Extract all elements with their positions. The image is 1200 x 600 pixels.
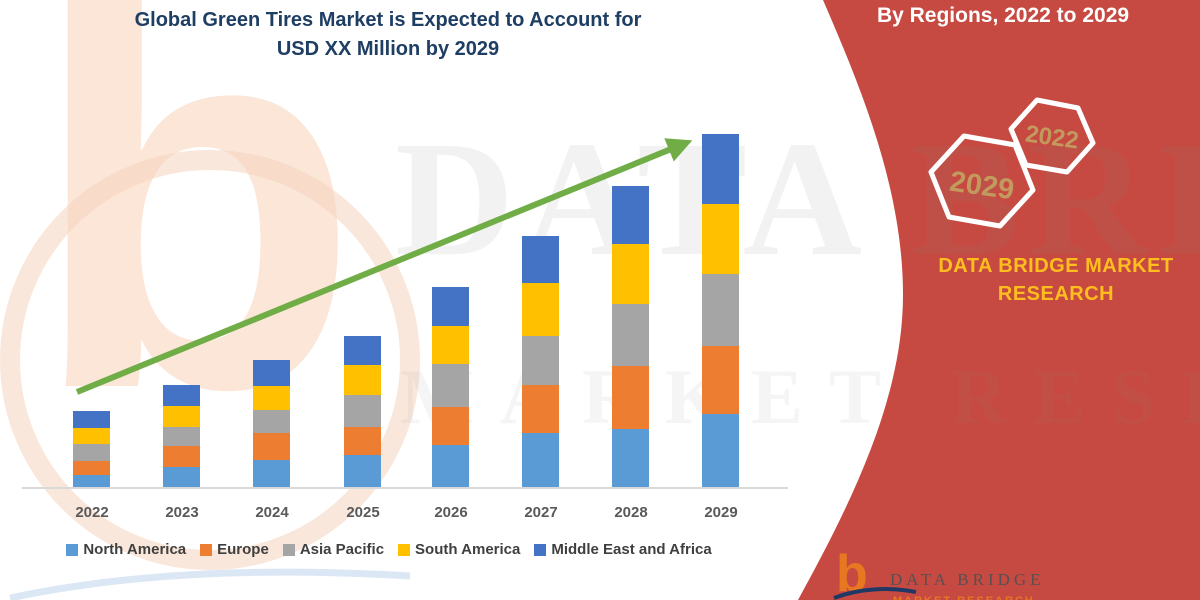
bar-2028 xyxy=(612,186,649,487)
bar-2026-segment-asia-pacific xyxy=(432,364,469,407)
bar-2026-segment-middle-east-and-africa xyxy=(432,287,469,326)
side-panel-heading: By Regions, 2022 to 2029 xyxy=(876,4,1130,27)
x-axis-label-2028: 2028 xyxy=(614,504,648,521)
bar-2027-segment-middle-east-and-africa xyxy=(522,236,559,283)
bar-2029-segment-asia-pacific xyxy=(702,274,739,346)
bar-2027-segment-asia-pacific xyxy=(522,336,559,385)
hexagon-2022-label: 2022 xyxy=(1024,120,1081,154)
bar-2028-segment-north-america xyxy=(612,429,649,487)
legend-label: Middle East and Africa xyxy=(551,541,712,558)
chart-title: Global Green Tires Market is Expected to… xyxy=(38,6,738,64)
bar-2029-segment-europe xyxy=(702,346,739,414)
bar-2026-segment-south-america xyxy=(432,326,469,364)
bar-2026 xyxy=(432,287,469,487)
hexagon-2022-outline xyxy=(1008,97,1096,175)
bar-2029 xyxy=(702,134,739,487)
x-axis-label-2026: 2026 xyxy=(434,504,468,521)
bar-2026-segment-europe xyxy=(432,407,469,445)
footer-logo-tagline: MARKET RESEARCH xyxy=(893,595,1035,600)
chart-title-line1: Global Green Tires Market is Expected to… xyxy=(134,9,642,31)
bar-2029-segment-middle-east-and-africa xyxy=(702,134,739,204)
footer-logo-swoosh-icon xyxy=(833,587,917,600)
bar-2028-segment-middle-east-and-africa xyxy=(612,186,649,244)
bar-2028-segment-south-america xyxy=(612,244,649,304)
chart-title-line2: USD XX Million by 2029 xyxy=(276,38,500,60)
brand-text-line1: DATA BRIDGE MARKET xyxy=(938,255,1174,277)
hexagon-2029-label: 2029 xyxy=(948,166,1016,207)
x-axis-label-2029: 2029 xyxy=(704,504,738,521)
bar-2027-segment-north-america xyxy=(522,433,559,487)
footer-logo-name: DATA BRIDGE xyxy=(890,570,1045,589)
bar-2029-segment-south-america xyxy=(702,204,739,274)
legend-item-middle-east-and-africa: Middle East and Africa xyxy=(534,541,712,558)
brand-text-line2: RESEARCH xyxy=(997,283,1115,305)
legend-swatch-icon xyxy=(534,543,547,556)
side-panel-brand-text: DATA BRIDGE MARKET RESEARCH xyxy=(906,252,1200,308)
legend-label: South America xyxy=(415,541,521,558)
bar-2027-segment-europe xyxy=(522,385,559,433)
bar-2027-segment-south-america xyxy=(522,283,559,336)
bar-2029-segment-north-america xyxy=(702,414,739,487)
x-axis-label-2027: 2027 xyxy=(524,504,558,521)
red-panel-shape xyxy=(798,0,1200,600)
bar-2028-segment-asia-pacific xyxy=(612,304,649,366)
bar-2027 xyxy=(522,236,559,487)
bar-2028-segment-europe xyxy=(612,366,649,429)
bar-2026-segment-north-america xyxy=(432,445,469,487)
